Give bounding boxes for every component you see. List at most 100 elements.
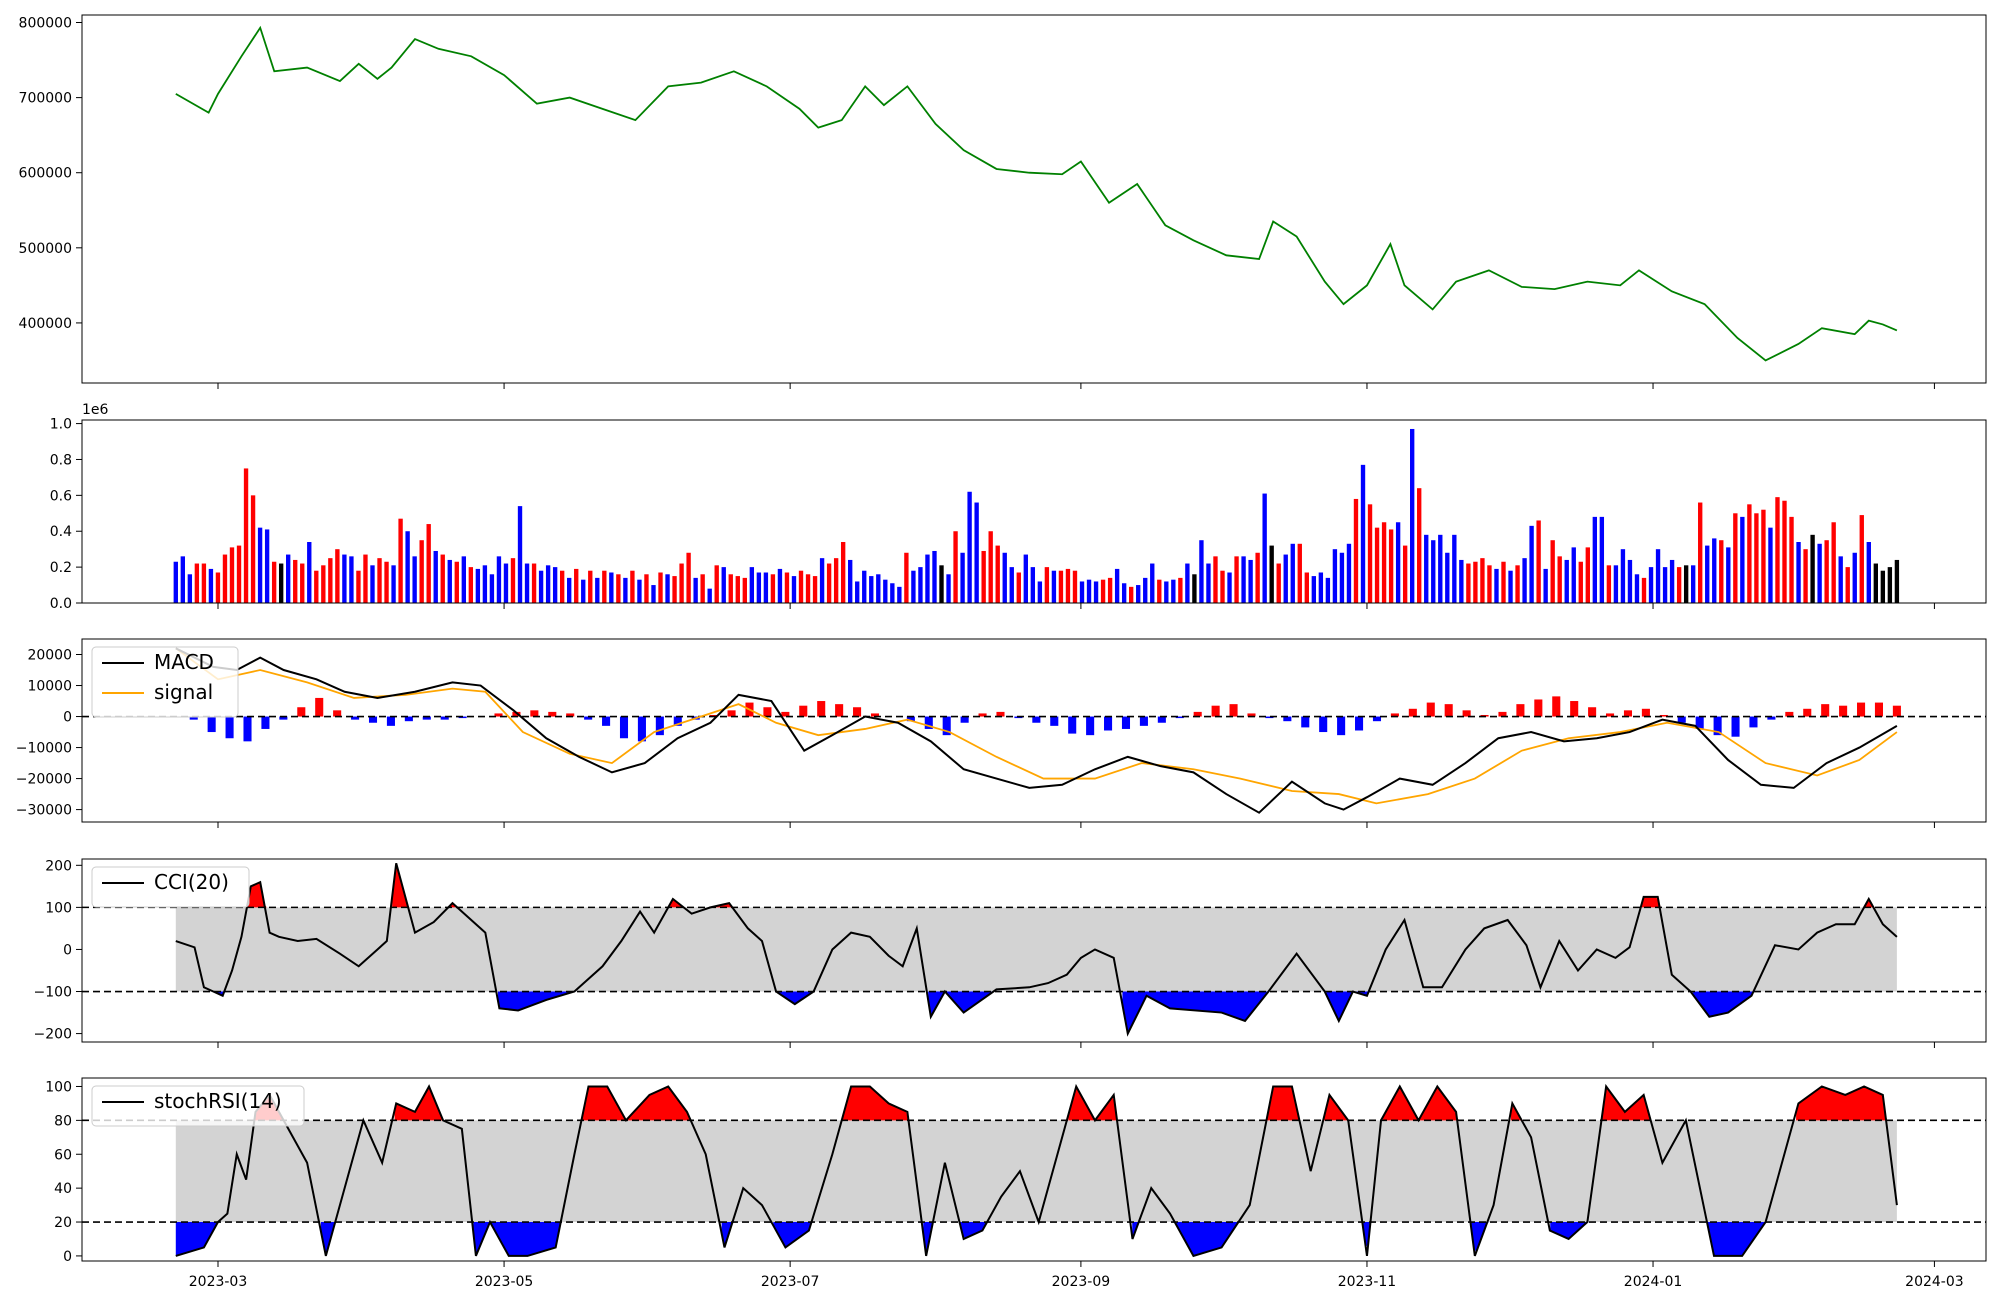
volume-bar — [1466, 563, 1471, 603]
macd-histogram-bar — [225, 716, 234, 739]
price-line — [175, 25, 1898, 362]
macd-histogram-bar — [1623, 710, 1633, 717]
axes-frame — [81, 858, 1987, 1043]
y-tick-label: 600000 — [19, 166, 72, 182]
volume-bar — [756, 572, 762, 603]
volume-bar — [1648, 567, 1654, 603]
macd-histogram-bar — [924, 716, 933, 729]
volume-bar — [1789, 516, 1794, 603]
volume-bar — [1030, 567, 1036, 603]
y-tick-label: 1.0 — [50, 417, 72, 433]
volume-bar — [1852, 552, 1857, 603]
x-tick-label: 2023-11 — [1338, 1274, 1397, 1290]
volume-bar — [229, 547, 235, 603]
volume-bar — [1360, 464, 1366, 603]
macd-histogram-bar — [1839, 705, 1848, 717]
macd-histogram-bar — [1641, 708, 1650, 717]
volume-bar — [1410, 428, 1415, 603]
macd-histogram-bar — [1068, 716, 1077, 734]
stochrsi-neutral-band — [175, 1120, 1897, 1223]
volume-bar — [1255, 552, 1260, 603]
y-tick-label: 0 — [63, 1249, 72, 1265]
axes-frame — [81, 1077, 1987, 1262]
volume-bar — [988, 531, 993, 603]
macd-histogram-bar — [1104, 716, 1113, 731]
macd-histogram-bar — [906, 716, 915, 722]
volume-bar — [1367, 504, 1373, 603]
volume-bar — [173, 561, 178, 603]
volume-bar — [517, 506, 523, 603]
macd-histogram-bar — [1301, 716, 1310, 728]
volume-bar — [1669, 559, 1675, 603]
macd-histogram-bar — [584, 716, 593, 720]
volume-bar — [1761, 509, 1766, 603]
macd-histogram-bar — [1157, 716, 1166, 723]
volume-bar — [595, 577, 600, 603]
macd-histogram-bar — [207, 716, 216, 733]
volume-bar — [1698, 502, 1703, 603]
volume-bar — [1543, 568, 1548, 603]
volume-bar — [1438, 534, 1443, 603]
volume-bar — [1353, 498, 1359, 603]
volume-bar — [1508, 570, 1513, 603]
volume-bar — [728, 574, 733, 603]
y-tick-label: 400000 — [19, 316, 72, 332]
volume-bar — [1346, 543, 1352, 603]
macd-histogram-bar — [1426, 702, 1435, 717]
volume-bar — [1522, 558, 1527, 603]
volume-bar — [665, 574, 670, 603]
volume-bar — [946, 574, 951, 603]
volume-bar — [1845, 567, 1850, 603]
macd-histogram-bar — [1265, 716, 1274, 719]
volume-bar — [1065, 568, 1071, 603]
cci-overbought-fill — [247, 866, 1875, 908]
volume-bar — [278, 563, 284, 603]
volume-bar — [1824, 540, 1829, 603]
volume-bar — [503, 563, 509, 603]
macd-histogram-bar — [1713, 716, 1722, 736]
macd-histogram-bar — [1408, 708, 1417, 717]
volume-bar — [1220, 570, 1225, 603]
volume-bar — [1754, 513, 1759, 603]
volume-bar — [307, 542, 312, 603]
volume-bar — [321, 565, 326, 603]
legend-label: MACD — [154, 650, 214, 674]
volume-bar — [1199, 540, 1204, 603]
volume-bar — [1002, 552, 1007, 603]
y-tick-label: 0.0 — [50, 596, 72, 612]
volume-bar — [1234, 556, 1239, 603]
volume-bar — [995, 545, 1000, 603]
macd-histogram-bar — [960, 716, 969, 723]
macd-histogram-bar — [1606, 713, 1615, 717]
cci-line — [175, 862, 1898, 1037]
volume-bar — [1782, 500, 1787, 603]
volume-bar — [1515, 565, 1520, 603]
macd-histogram-bar — [404, 716, 413, 722]
volume-bar — [658, 572, 663, 603]
volume-bar — [862, 570, 867, 603]
macd-histogram-bar — [799, 705, 808, 717]
volume-bar — [1136, 585, 1141, 603]
volume-bar — [1290, 543, 1295, 603]
volume-bar — [1620, 549, 1626, 603]
volume-bar — [932, 550, 937, 603]
volume-bar — [1100, 579, 1106, 603]
volume-bar — [1705, 545, 1710, 603]
volume-bar — [1445, 552, 1450, 603]
volume-bar — [1676, 567, 1682, 603]
macd-panel: −30000 −20000 −10000 0 10000 20000 MACD signal — [16, 638, 1987, 828]
volume-bar — [1037, 581, 1043, 603]
volume-bar — [1613, 565, 1619, 603]
volume-bar — [1185, 563, 1190, 603]
volume-bar — [960, 552, 965, 603]
volume-bar — [1016, 572, 1021, 603]
volume-bar — [1262, 493, 1267, 603]
volume-bar — [1775, 497, 1780, 603]
macd-histogram-bar — [781, 711, 790, 717]
y-tick-label: 0.6 — [50, 488, 72, 504]
macd-histogram-bar — [1086, 716, 1095, 736]
macd-histogram-bar — [1677, 716, 1686, 723]
volume-bar — [328, 558, 333, 603]
volume-bar — [1381, 522, 1387, 603]
volume-bar — [426, 524, 431, 603]
